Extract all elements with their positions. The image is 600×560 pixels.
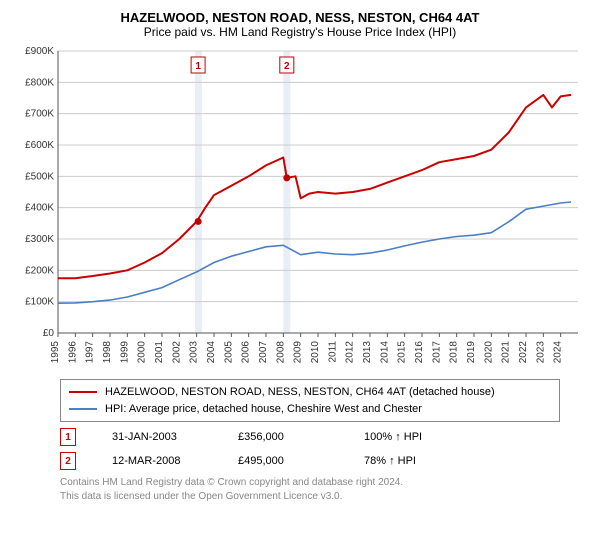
legend-label: HAZELWOOD, NESTON ROAD, NESS, NESTON, CH… (105, 384, 495, 401)
svg-text:£100K: £100K (25, 297, 54, 308)
chart-subtitle: Price paid vs. HM Land Registry's House … (10, 25, 590, 39)
svg-text:£500K: £500K (25, 171, 54, 182)
svg-text:1: 1 (195, 61, 201, 72)
svg-text:2010: 2010 (310, 341, 321, 364)
event-price: £356,000 (238, 431, 328, 443)
svg-text:£0: £0 (43, 328, 55, 339)
svg-text:2024: 2024 (553, 341, 564, 364)
svg-text:2009: 2009 (293, 341, 304, 364)
svg-text:2008: 2008 (275, 341, 286, 364)
legend-row: HAZELWOOD, NESTON ROAD, NESS, NESTON, CH… (69, 384, 551, 401)
svg-text:2017: 2017 (431, 341, 442, 364)
svg-text:2016: 2016 (414, 341, 425, 364)
svg-text:2006: 2006 (241, 341, 252, 364)
svg-text:£400K: £400K (25, 203, 54, 214)
chart-container: HAZELWOOD, NESTON ROAD, NESS, NESTON, CH… (0, 0, 600, 560)
attribution: Contains HM Land Registry data © Crown c… (60, 476, 560, 503)
legend-label: HPI: Average price, detached house, Ches… (105, 401, 422, 418)
svg-text:£200K: £200K (25, 265, 54, 276)
legend-swatch (69, 391, 97, 393)
svg-text:£900K: £900K (25, 46, 54, 57)
svg-text:2023: 2023 (535, 341, 546, 364)
event-row: 1 31-JAN-2003 £356,000 100% ↑ HPI (60, 428, 560, 446)
svg-text:2011: 2011 (327, 341, 338, 363)
svg-text:1997: 1997 (85, 341, 96, 364)
svg-text:2004: 2004 (206, 341, 217, 364)
attribution-line: Contains HM Land Registry data © Crown c… (60, 476, 560, 490)
svg-text:£300K: £300K (25, 234, 54, 245)
svg-text:1999: 1999 (119, 341, 130, 364)
svg-text:1995: 1995 (50, 341, 61, 364)
svg-text:£700K: £700K (25, 109, 54, 120)
svg-text:2013: 2013 (362, 341, 373, 364)
attribution-line: This data is licensed under the Open Gov… (60, 490, 560, 504)
events-table: 1 31-JAN-2003 £356,000 100% ↑ HPI 2 12-M… (60, 428, 560, 470)
svg-text:2001: 2001 (154, 341, 165, 364)
legend: HAZELWOOD, NESTON ROAD, NESS, NESTON, CH… (60, 379, 560, 422)
svg-text:2018: 2018 (449, 341, 460, 364)
svg-text:2007: 2007 (258, 341, 269, 364)
event-date: 12-MAR-2008 (112, 455, 202, 467)
svg-text:2000: 2000 (137, 341, 148, 364)
event-pct: 100% ↑ HPI (364, 431, 454, 443)
line-chart: £0 £100K £200K £300K £400K £500K £600K £700K £80… (10, 43, 590, 373)
svg-text:2021: 2021 (501, 341, 512, 364)
legend-row: HPI: Average price, detached house, Ches… (69, 401, 551, 418)
event-row: 2 12-MAR-2008 £495,000 78% ↑ HPI (60, 452, 560, 470)
svg-text:1998: 1998 (102, 341, 113, 364)
svg-text:2019: 2019 (466, 341, 477, 364)
chart-title: HAZELWOOD, NESTON ROAD, NESS, NESTON, CH… (10, 10, 590, 25)
svg-text:2015: 2015 (397, 341, 408, 364)
event-pct: 78% ↑ HPI (364, 455, 454, 467)
svg-text:2020: 2020 (483, 341, 494, 364)
svg-text:1996: 1996 (67, 341, 78, 364)
svg-text:2005: 2005 (223, 341, 234, 364)
svg-text:2003: 2003 (189, 341, 200, 364)
svg-text:2: 2 (284, 61, 290, 72)
svg-text:£800K: £800K (25, 77, 54, 88)
svg-text:2014: 2014 (379, 341, 390, 364)
event-badge: 2 (60, 452, 76, 470)
event-price: £495,000 (238, 455, 328, 467)
svg-text:2012: 2012 (345, 341, 356, 364)
event-badge: 1 (60, 428, 76, 446)
svg-text:2022: 2022 (518, 341, 529, 364)
svg-text:2002: 2002 (171, 341, 182, 364)
svg-text:£600K: £600K (25, 140, 54, 151)
event-date: 31-JAN-2003 (112, 431, 202, 443)
legend-swatch (69, 408, 97, 410)
